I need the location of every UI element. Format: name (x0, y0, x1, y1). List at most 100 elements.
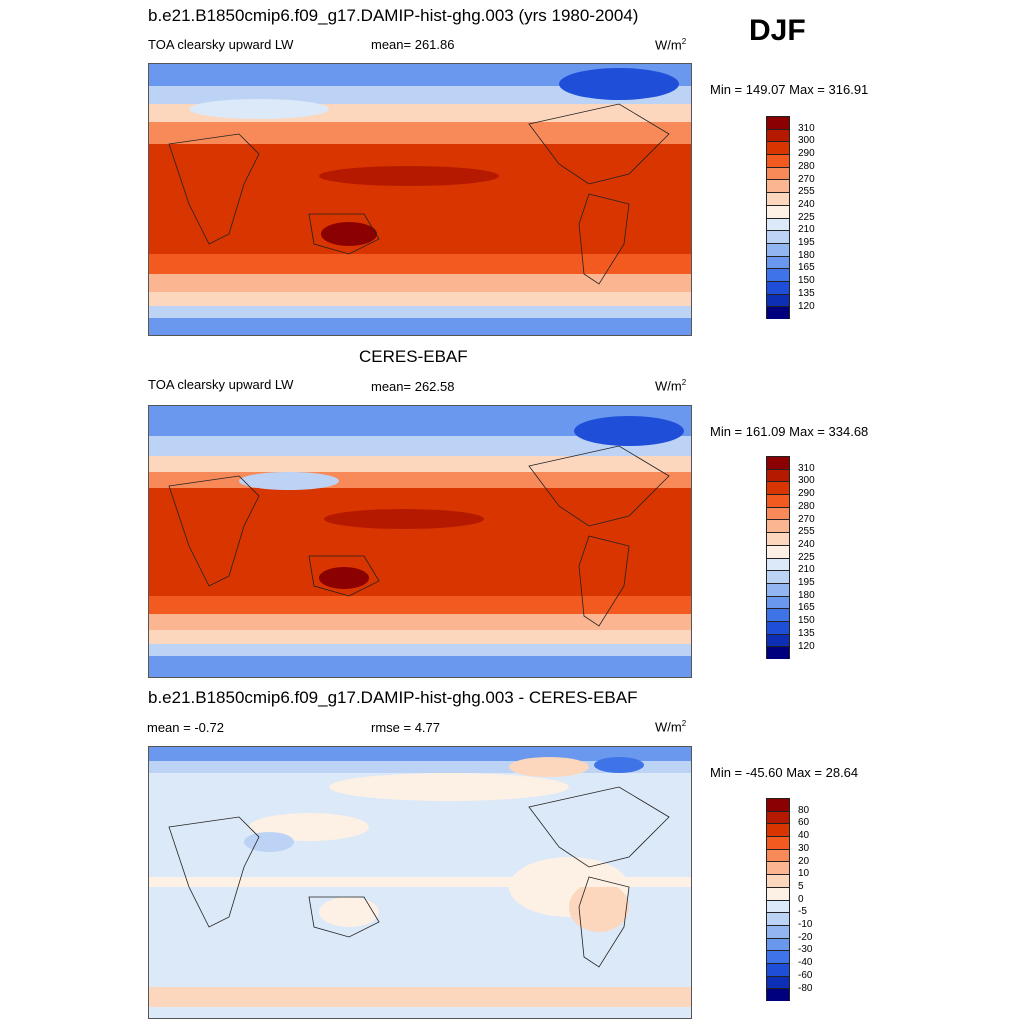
panel2-colorbar-label: 120 (798, 640, 815, 652)
panel3-colorbar-label: -40 (798, 957, 813, 969)
panel2-colorbar-swatch (766, 506, 790, 520)
panel2-colorbar-label: 240 (798, 538, 815, 550)
panel3-colorbar-label: -60 (798, 969, 813, 981)
panel1-colorbar-swatch (766, 230, 790, 243)
panel3-colorbar-label: -30 (798, 944, 813, 956)
panel1-colorbar-swatch (766, 166, 790, 180)
panel3-colorbar-label: 5 (798, 880, 804, 892)
panel2-colorbar-label: 300 (798, 475, 815, 487)
panel1-colorbar-label: 165 (798, 262, 815, 274)
panel1-colorbar-swatch (766, 217, 790, 231)
panel3-colorbar-label: -10 (798, 919, 813, 930)
panel1-colorbar-label: 280 (798, 160, 815, 172)
panel2-mean: mean= 262.58 (371, 379, 455, 394)
panel2-colorbar-swatch (766, 532, 790, 545)
panel2-colorbar-label: 255 (798, 526, 815, 538)
panel2-colorbar-swatch (766, 570, 790, 583)
panel3-colorbar: 80 60 40 30 20 10 5 0 -5 -10 -20 -30 -40 -60 -80 (766, 798, 812, 1001)
panel2-colorbar-label: 150 (798, 615, 815, 627)
panel3-colorbar-label: -80 (798, 982, 813, 994)
panel3-colorbar-swatch (766, 848, 790, 862)
panel1-colorbar-label: 135 (798, 287, 815, 299)
panel1-colorbar-label: 210 (798, 224, 815, 236)
panel3-colorbar-swatch (766, 810, 790, 824)
panel1-colorbar-swatch (766, 154, 790, 167)
panel3-unit: W/m2 (655, 719, 687, 735)
panel2-colorbar-label: 135 (798, 627, 815, 639)
panel3-colorbar-swatch (766, 874, 790, 887)
panel3-colorbar-swatch (766, 912, 790, 925)
panel1-colorbar-label: 300 (798, 135, 815, 147)
panel1-colorbar-label: 270 (798, 173, 815, 185)
panel2-colorbar: 310 300 290 280 270 255 240 225 210 195 180 165 150 1… (766, 456, 815, 659)
panel1-colorbar-label: 310 (798, 122, 815, 134)
panel3-colorbar-label: 20 (798, 855, 810, 867)
panel1-unit: W/m2 (655, 37, 687, 53)
panel2-colorbar-label: 210 (798, 564, 815, 576)
panel2-colorbar-swatch (766, 544, 790, 558)
panel2-colorbar-swatch (766, 595, 790, 609)
panel3-colorbar-swatch (766, 962, 790, 976)
panel2-colorbar-label: 290 (798, 488, 815, 500)
panel1-colorbar-swatch (766, 116, 790, 129)
panel2-colorbar-swatch (766, 646, 790, 659)
panel1-map (148, 63, 692, 336)
panel2-map (148, 405, 692, 678)
panel2-colorbar-swatch (766, 582, 790, 596)
panel2-colorbar-swatch (766, 633, 790, 647)
panel3-colorbar-label: 80 (798, 804, 810, 816)
panel2-colorbar-swatch (766, 468, 790, 482)
panel2-colorbar-swatch (766, 481, 790, 495)
panel1-colorbar-label: 120 (798, 300, 815, 312)
panel3-colorbar-swatch (766, 861, 790, 875)
panel3-colorbar-swatch (766, 975, 790, 989)
panel2-colorbar-swatch (766, 608, 790, 621)
panel1-colorbar-swatch (766, 179, 790, 193)
panel2-colorbar-swatch (766, 557, 790, 571)
panel3-colorbar-swatch (766, 798, 790, 811)
panel3-map (148, 746, 692, 1019)
panel1-colorbar-swatch (766, 204, 790, 218)
panel3-colorbar-swatch (766, 937, 790, 951)
panel2-title: CERES-EBAF (359, 347, 468, 366)
panel1-colorbar-swatch (766, 306, 790, 319)
panel2-colorbar-label: 165 (798, 602, 815, 614)
panel1-colorbar-label: 225 (798, 211, 815, 223)
panel3-colorbar-swatch (766, 924, 790, 938)
panel3-colorbar-swatch (766, 950, 790, 963)
panel2-unit: W/m2 (655, 378, 687, 394)
panel1-colorbar-swatch (766, 192, 790, 205)
panel2-colorbar-label: 195 (798, 577, 815, 588)
panel3-colorbar-label: 30 (798, 842, 810, 854)
panel1-colorbar-swatch (766, 242, 790, 256)
panel1-colorbar: 310 300 290 280 270 255 240 225 210 195 180 165 150 1… (766, 116, 815, 319)
panel3-colorbar-label: -20 (798, 931, 813, 943)
panel3-minmax: Min = -45.60 Max = 28.64 (710, 765, 859, 780)
panel1-colorbar-label: 195 (798, 237, 815, 248)
panel2-colorbar-label: 280 (798, 500, 815, 512)
panel3-colorbar-swatch (766, 988, 790, 1001)
panel2-colorbar-label: 225 (798, 551, 815, 563)
panel1-mean: mean= 261.86 (371, 37, 455, 52)
panel3-colorbar-swatch (766, 836, 790, 849)
panel1-title: b.e21.B1850cmip6.f09_g17.DAMIP-hist-ghg.… (148, 6, 639, 25)
panel3-colorbar-label: 60 (798, 817, 810, 829)
panel3-colorbar-label: 0 (798, 893, 804, 905)
panel2-colorbar-label: 310 (798, 462, 815, 474)
panel1-colorbar-swatch (766, 280, 790, 294)
panel3-mean: mean = -0.72 (147, 720, 224, 735)
panel3-colorbar-label: -5 (798, 906, 807, 918)
panel3-colorbar-swatch (766, 899, 790, 913)
panel1-colorbar-label: 290 (798, 148, 815, 160)
panel1-colorbar-swatch (766, 141, 790, 155)
panel3-colorbar-swatch (766, 886, 790, 900)
panel1-variable-label: TOA clearsky upward LW (148, 37, 294, 52)
panel2-minmax: Min = 161.09 Max = 334.68 (710, 424, 869, 439)
panel1-colorbar-swatch (766, 293, 790, 307)
panel1-colorbar-label: 150 (798, 275, 815, 287)
panel2-colorbar-swatch (766, 519, 790, 533)
panel3-title: b.e21.B1850cmip6.f09_g17.DAMIP-hist-ghg.… (148, 688, 638, 707)
panel1-colorbar-label: 240 (798, 198, 815, 210)
panel2-colorbar-label: 270 (798, 513, 815, 525)
panel1-colorbar-swatch (766, 128, 790, 142)
